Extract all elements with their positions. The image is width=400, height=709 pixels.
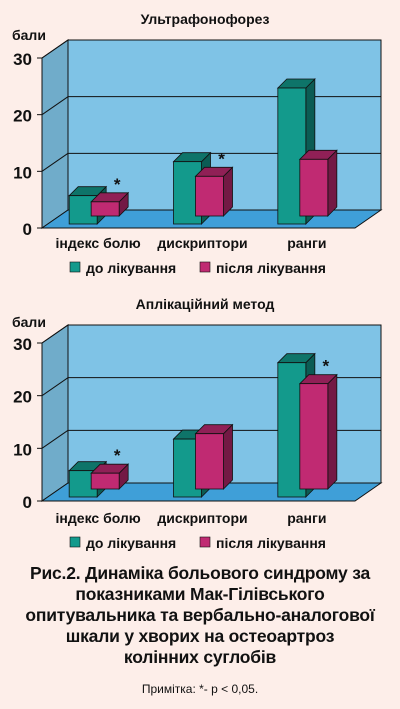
category-label: індекс болю <box>56 235 141 251</box>
significance-marker: * <box>323 357 330 376</box>
caption-line: показниками Мак-Гілівського <box>75 584 325 604</box>
chart-application-method: Аплікаційний метод бали 0 10 20 30 * індекс бол… <box>12 296 383 551</box>
caption-line: шкали у хворих на остеоартроз <box>65 626 335 646</box>
bar-front <box>299 383 329 490</box>
category-label: дискриптори <box>157 510 247 526</box>
gridline-side <box>41 39 69 59</box>
y-axis-label: бали <box>12 314 46 330</box>
chart-title: Аплікаційний метод <box>136 296 275 312</box>
legend-swatch <box>199 261 211 273</box>
legend-swatch <box>199 536 211 548</box>
y-tick-label: 20 <box>13 107 32 126</box>
y-axis-label: бали <box>12 27 46 43</box>
y-tick-label: 10 <box>13 163 32 182</box>
y-tick-label: 30 <box>13 335 32 354</box>
bar-side <box>327 373 338 490</box>
bar <box>194 423 234 490</box>
bar <box>194 166 234 217</box>
bar-front <box>90 472 120 490</box>
significance-marker: * <box>218 149 225 168</box>
significance-marker: * <box>114 446 121 465</box>
category-label: індекс болю <box>56 510 141 526</box>
caption-line: колінних суглобів <box>123 647 277 667</box>
bar-front <box>299 158 329 217</box>
y-tick-label: 10 <box>13 440 32 459</box>
y-tick-label: 0 <box>23 493 32 512</box>
category-label: ранги <box>287 235 326 251</box>
category-label: ранги <box>287 510 326 526</box>
bar-side <box>223 423 233 490</box>
legend-label: після лікування <box>216 260 326 276</box>
bar-front <box>90 201 120 217</box>
legend-label: до лікування <box>86 260 176 276</box>
y-tick-label: 20 <box>13 388 32 407</box>
legend-swatch <box>69 536 81 548</box>
y-tick-label: 30 <box>13 50 32 69</box>
gridline-side <box>41 429 69 449</box>
bar <box>90 463 130 490</box>
bar <box>90 191 130 217</box>
gridline-side <box>41 377 69 397</box>
gridline-side <box>41 152 69 172</box>
chart-ultraphonophoresis: Ультрафонофорез бали 0 10 20 30 * індекс болю * д… <box>12 11 383 276</box>
caption-line: опитувальника та вербально-аналогової <box>25 605 375 625</box>
legend-label: після лікування <box>216 535 326 551</box>
gridline-side <box>41 96 69 116</box>
category-label: дискриптори <box>157 235 247 251</box>
bar-front <box>195 433 224 490</box>
bar-front <box>195 175 224 217</box>
bar <box>298 373 338 490</box>
legend-swatch <box>69 261 81 273</box>
side-wall <box>41 324 69 502</box>
side-wall <box>41 39 69 229</box>
y-tick-label: 0 <box>23 220 32 239</box>
bar-side <box>327 149 338 217</box>
chart-title: Ультрафонофорез <box>141 11 270 27</box>
gridline-side <box>41 324 69 344</box>
figure-caption: Рис.2. Динаміка больового синдрому за по… <box>6 563 394 668</box>
figure-note: Примітка: *- р < 0,05. <box>141 682 259 696</box>
caption-line: Рис.2. Динаміка больового синдрому за <box>29 563 371 583</box>
significance-marker: * <box>114 175 121 194</box>
legend-label: до лікування <box>86 535 176 551</box>
bar <box>298 149 338 217</box>
